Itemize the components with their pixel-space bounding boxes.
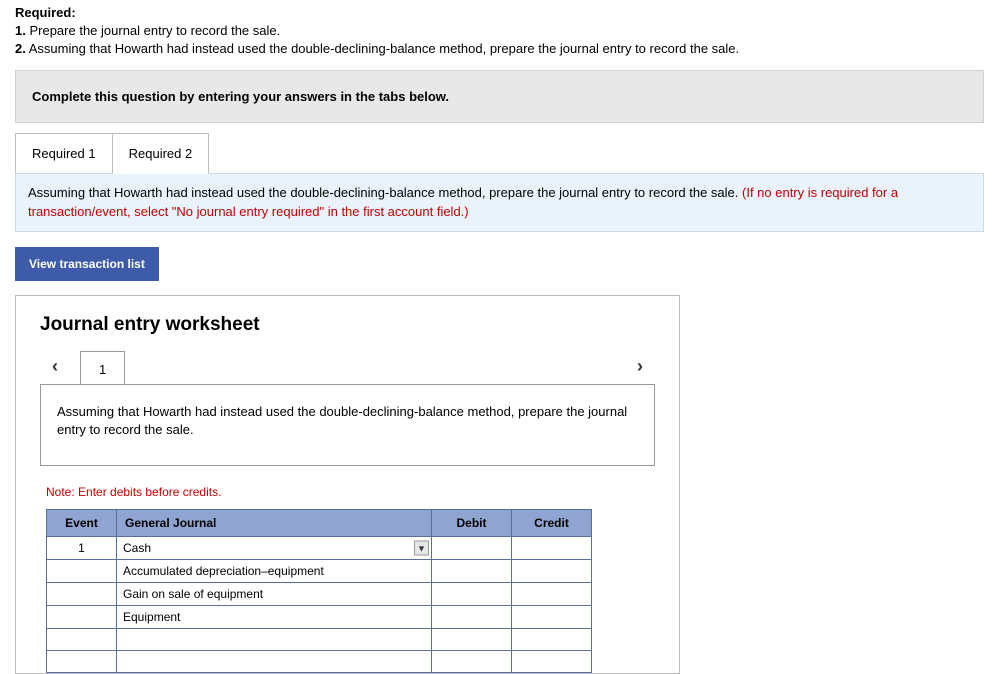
col-general-journal-header: General Journal xyxy=(117,510,432,537)
required-title: Required: xyxy=(15,5,984,20)
required-text-2: Assuming that Howarth had instead used t… xyxy=(29,41,739,56)
event-cell[interactable] xyxy=(47,629,117,651)
debit-cell[interactable] xyxy=(432,583,512,606)
credit-cell[interactable] xyxy=(512,606,592,629)
account-cell[interactable]: Accumulated depreciation–equipment xyxy=(117,560,432,583)
debit-cell[interactable] xyxy=(432,629,512,651)
account-text: Cash xyxy=(123,541,151,555)
journal-table: Event General Journal Debit Credit 1 Cas… xyxy=(46,509,592,673)
debit-cell[interactable] xyxy=(432,537,512,560)
required-item-2: 2. Assuming that Howarth had instead use… xyxy=(15,40,984,58)
credit-cell[interactable] xyxy=(512,537,592,560)
account-cell[interactable]: Gain on sale of equipment xyxy=(117,583,432,606)
required-text-1: Prepare the journal entry to record the … xyxy=(29,23,280,38)
event-cell[interactable] xyxy=(47,606,117,629)
worksheet-title: Journal entry worksheet xyxy=(16,314,679,348)
table-row: Accumulated depreciation–equipment xyxy=(47,560,592,583)
worksheet-page-tab[interactable]: 1 xyxy=(80,351,125,385)
account-cell[interactable]: Cash ▼ xyxy=(117,537,432,560)
account-cell[interactable] xyxy=(117,651,432,673)
instruction-gray-box: Complete this question by entering your … xyxy=(15,70,984,123)
event-cell[interactable] xyxy=(47,560,117,583)
account-cell[interactable] xyxy=(117,629,432,651)
col-event-header: Event xyxy=(47,510,117,537)
blue-instruction-box: Assuming that Howarth had instead used t… xyxy=(15,173,984,231)
required-num-1: 1. xyxy=(15,23,26,38)
credit-cell[interactable] xyxy=(512,629,592,651)
chevron-right-icon[interactable]: › xyxy=(625,348,655,385)
account-cell[interactable]: Equipment xyxy=(117,606,432,629)
table-row: Gain on sale of equipment xyxy=(47,583,592,606)
table-row xyxy=(47,629,592,651)
table-row: Equipment xyxy=(47,606,592,629)
view-transaction-list-button[interactable]: View transaction list xyxy=(15,247,159,281)
tab-required-2[interactable]: Required 2 xyxy=(112,133,210,174)
col-debit-header: Debit xyxy=(432,510,512,537)
table-row xyxy=(47,651,592,673)
debit-cell[interactable] xyxy=(432,606,512,629)
event-cell[interactable]: 1 xyxy=(47,537,117,560)
debit-cell[interactable] xyxy=(432,651,512,673)
worksheet-instruction: Assuming that Howarth had instead used t… xyxy=(40,384,655,466)
credit-cell[interactable] xyxy=(512,583,592,606)
worksheet-nav: ‹ 1 › xyxy=(16,348,679,385)
worksheet-panel: Journal entry worksheet ‹ 1 › Assuming t… xyxy=(15,295,680,674)
dropdown-icon[interactable]: ▼ xyxy=(414,541,429,556)
table-row: 1 Cash ▼ xyxy=(47,537,592,560)
credit-cell[interactable] xyxy=(512,560,592,583)
required-item-1: 1. Prepare the journal entry to record t… xyxy=(15,22,984,40)
required-num-2: 2. xyxy=(15,41,26,56)
worksheet-note: Note: Enter debits before credits. xyxy=(46,485,655,499)
blue-box-main: Assuming that Howarth had instead used t… xyxy=(28,185,742,200)
event-cell[interactable] xyxy=(47,583,117,606)
tabs-row: Required 1 Required 2 xyxy=(15,133,984,174)
event-cell[interactable] xyxy=(47,651,117,673)
debit-cell[interactable] xyxy=(432,560,512,583)
tab-required-1[interactable]: Required 1 xyxy=(15,133,113,174)
journal-table-body: 1 Cash ▼ Accumulated depreciation–equipme… xyxy=(47,537,592,673)
required-section: Required: 1. Prepare the journal entry t… xyxy=(0,5,999,70)
credit-cell[interactable] xyxy=(512,651,592,673)
chevron-left-icon[interactable]: ‹ xyxy=(40,348,70,385)
gray-box-text: Complete this question by entering your … xyxy=(32,89,449,104)
table-header-row: Event General Journal Debit Credit xyxy=(47,510,592,537)
col-credit-header: Credit xyxy=(512,510,592,537)
